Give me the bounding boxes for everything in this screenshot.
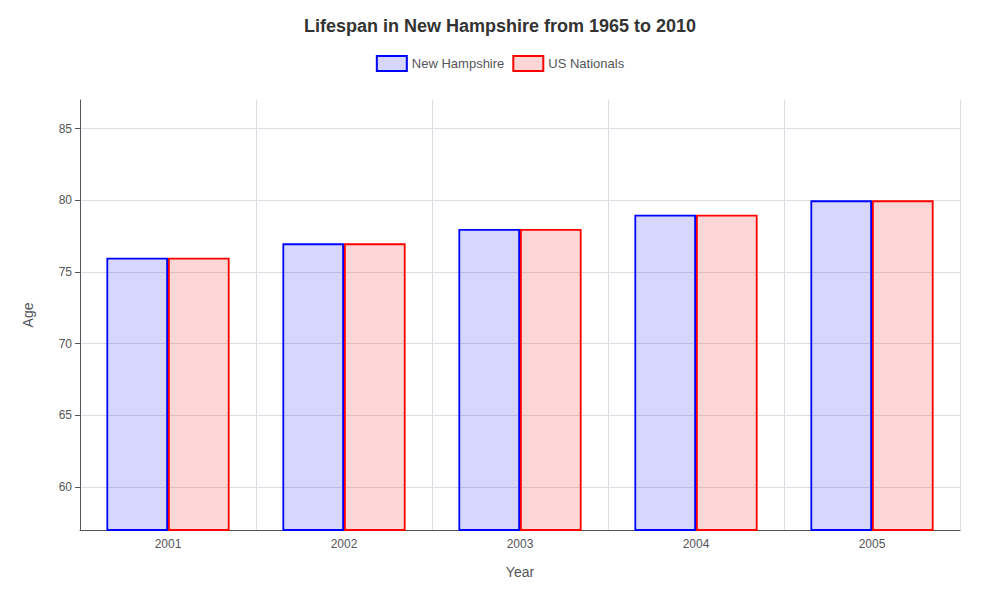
- svg-text:2003: 2003: [507, 537, 534, 551]
- svg-text:2001: 2001: [155, 537, 182, 551]
- svg-text:Year: Year: [506, 564, 535, 580]
- svg-text:65: 65: [59, 408, 73, 422]
- svg-text:2002: 2002: [331, 537, 358, 551]
- svg-text:80: 80: [59, 193, 73, 207]
- svg-text:60: 60: [59, 480, 73, 494]
- svg-text:2004: 2004: [683, 537, 710, 551]
- svg-text:70: 70: [59, 337, 73, 351]
- svg-text:US Nationals: US Nationals: [548, 56, 624, 71]
- svg-text:Age: Age: [20, 302, 36, 327]
- svg-text:85: 85: [59, 122, 73, 136]
- svg-text:Lifespan in New Hampshire from: Lifespan in New Hampshire from 1965 to 2…: [304, 16, 696, 36]
- svg-text:75: 75: [59, 265, 73, 279]
- svg-text:2005: 2005: [859, 537, 886, 551]
- svg-text:New Hampshire: New Hampshire: [412, 56, 504, 71]
